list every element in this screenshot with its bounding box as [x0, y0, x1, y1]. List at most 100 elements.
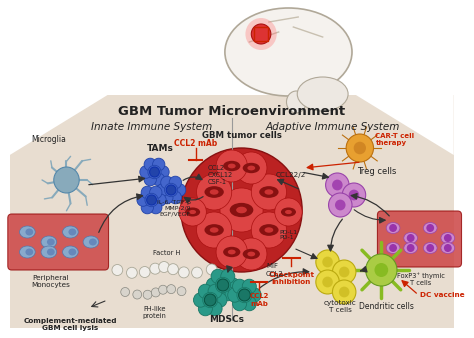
- Ellipse shape: [47, 248, 55, 256]
- Circle shape: [407, 234, 415, 242]
- Ellipse shape: [185, 208, 200, 217]
- Text: MIF
CCL2: MIF CCL2: [266, 264, 284, 276]
- Circle shape: [137, 194, 149, 206]
- Circle shape: [216, 236, 247, 268]
- Ellipse shape: [225, 8, 352, 96]
- FancyBboxPatch shape: [8, 214, 109, 270]
- Circle shape: [154, 194, 166, 206]
- Circle shape: [233, 296, 246, 311]
- Text: CAR-T cell
therapy: CAR-T cell therapy: [375, 134, 415, 146]
- Text: Factor H: Factor H: [153, 250, 180, 256]
- Circle shape: [389, 244, 397, 252]
- Ellipse shape: [264, 189, 273, 195]
- Circle shape: [242, 279, 256, 294]
- Circle shape: [161, 191, 173, 204]
- Circle shape: [233, 279, 246, 294]
- Circle shape: [237, 287, 252, 303]
- Text: Innate Immune System: Innate Immune System: [91, 122, 212, 132]
- Circle shape: [169, 176, 182, 189]
- Ellipse shape: [41, 246, 57, 258]
- Ellipse shape: [41, 236, 57, 248]
- Text: cytotoxic
T cells: cytotoxic T cells: [324, 300, 356, 313]
- Ellipse shape: [441, 233, 455, 243]
- Circle shape: [326, 173, 349, 197]
- Circle shape: [159, 262, 169, 272]
- Ellipse shape: [204, 186, 224, 198]
- Circle shape: [166, 185, 176, 195]
- Circle shape: [246, 18, 277, 50]
- Circle shape: [143, 290, 152, 299]
- Circle shape: [151, 288, 160, 297]
- Circle shape: [354, 142, 366, 154]
- Text: Adaptive Immune System: Adaptive Immune System: [265, 122, 400, 132]
- Ellipse shape: [228, 164, 236, 168]
- Circle shape: [197, 174, 232, 210]
- Ellipse shape: [204, 224, 224, 236]
- Circle shape: [198, 301, 212, 316]
- Circle shape: [275, 198, 302, 226]
- Circle shape: [112, 265, 123, 275]
- Circle shape: [332, 280, 356, 304]
- Ellipse shape: [26, 228, 33, 236]
- Circle shape: [144, 173, 156, 186]
- Text: TAMs: TAMs: [147, 144, 174, 153]
- Text: Microglia: Microglia: [31, 135, 66, 144]
- Circle shape: [328, 193, 352, 217]
- FancyBboxPatch shape: [377, 211, 462, 267]
- Circle shape: [407, 244, 415, 252]
- Circle shape: [206, 278, 220, 292]
- Ellipse shape: [210, 227, 219, 233]
- Circle shape: [148, 165, 161, 179]
- Circle shape: [161, 176, 173, 189]
- Circle shape: [242, 296, 256, 311]
- Circle shape: [211, 286, 225, 301]
- Ellipse shape: [63, 226, 78, 238]
- Circle shape: [133, 290, 142, 299]
- Ellipse shape: [285, 210, 292, 214]
- Ellipse shape: [83, 236, 99, 248]
- Circle shape: [426, 244, 434, 252]
- Text: Peripheral
Monocytes: Peripheral Monocytes: [31, 275, 70, 288]
- Ellipse shape: [386, 222, 400, 234]
- Circle shape: [146, 195, 156, 205]
- Ellipse shape: [404, 233, 418, 243]
- Circle shape: [203, 292, 218, 308]
- Circle shape: [236, 152, 267, 184]
- Circle shape: [332, 260, 356, 284]
- Circle shape: [211, 269, 225, 284]
- Text: PD-L1
PD-1: PD-L1 PD-1: [280, 230, 298, 240]
- Circle shape: [374, 263, 388, 277]
- Circle shape: [206, 264, 217, 275]
- Text: CCL2
mAb: CCL2 mAb: [249, 293, 269, 307]
- Circle shape: [127, 267, 137, 278]
- Circle shape: [173, 184, 186, 196]
- Text: Treg cells: Treg cells: [357, 168, 396, 176]
- Text: CCL2
CXCL12
CSF-1: CCL2 CXCL12 CSF-1: [207, 165, 233, 185]
- Circle shape: [221, 269, 235, 284]
- Ellipse shape: [264, 227, 273, 233]
- Circle shape: [316, 250, 339, 274]
- Circle shape: [204, 294, 216, 306]
- Circle shape: [191, 267, 202, 278]
- Circle shape: [179, 267, 189, 278]
- Circle shape: [335, 200, 346, 210]
- Circle shape: [247, 288, 261, 302]
- Text: MDSCs: MDSCs: [210, 315, 245, 324]
- Text: CCL22/2: CCL22/2: [276, 172, 306, 178]
- Circle shape: [366, 254, 397, 286]
- Text: GBM Tumor Microenvironment: GBM Tumor Microenvironment: [118, 105, 345, 118]
- Circle shape: [198, 284, 212, 298]
- Circle shape: [228, 288, 242, 302]
- Ellipse shape: [286, 91, 306, 113]
- Ellipse shape: [68, 248, 76, 256]
- Circle shape: [444, 244, 452, 252]
- Circle shape: [179, 198, 206, 226]
- Circle shape: [389, 224, 397, 232]
- Circle shape: [177, 287, 186, 296]
- Circle shape: [208, 301, 222, 316]
- Circle shape: [145, 193, 158, 207]
- Ellipse shape: [68, 228, 76, 236]
- Text: Checkpoint
inhibition: Checkpoint inhibition: [268, 271, 314, 285]
- Circle shape: [339, 287, 349, 297]
- Circle shape: [141, 186, 154, 199]
